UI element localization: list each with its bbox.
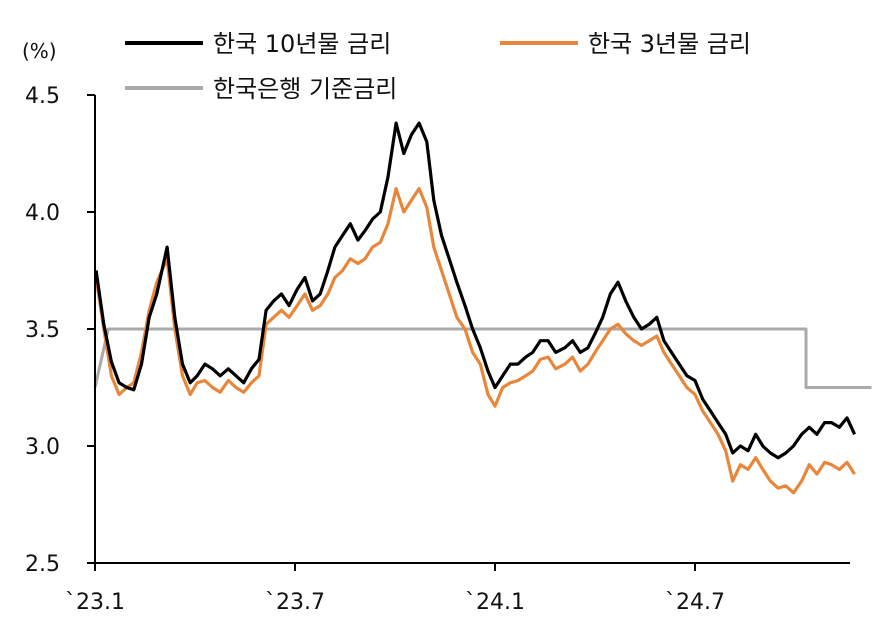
x-axis-ticks: `23.1 `23.7 `24.1 `24.7 xyxy=(65,563,725,615)
series-line-2 xyxy=(93,327,872,389)
y-tick-label: 4.5 xyxy=(25,84,60,109)
x-tick-label: `23.7 xyxy=(265,590,325,615)
y-tick-label: 3.5 xyxy=(25,318,60,343)
y-tick-label: 4.0 xyxy=(25,201,60,226)
series-line-1 xyxy=(94,187,856,495)
series-line-0 xyxy=(94,121,857,460)
legend-label: 한국 3년물 금리 xyxy=(588,30,751,58)
y-tick-label: 2.5 xyxy=(25,552,60,577)
x-tick-label: `23.1 xyxy=(65,590,125,615)
plot-area xyxy=(93,121,872,495)
legend-label: 한국은행 기준금리 xyxy=(213,75,397,103)
y-tick-label: 3.0 xyxy=(25,435,60,460)
y-unit-label: (%) xyxy=(22,39,57,63)
y-axis-ticks: 4.5 4.0 3.5 3.0 2.5 xyxy=(25,84,95,577)
x-tick-label: `24.7 xyxy=(665,590,725,615)
x-tick-label: `24.1 xyxy=(465,590,525,615)
legend-label: 한국 10년물 금리 xyxy=(213,30,391,58)
